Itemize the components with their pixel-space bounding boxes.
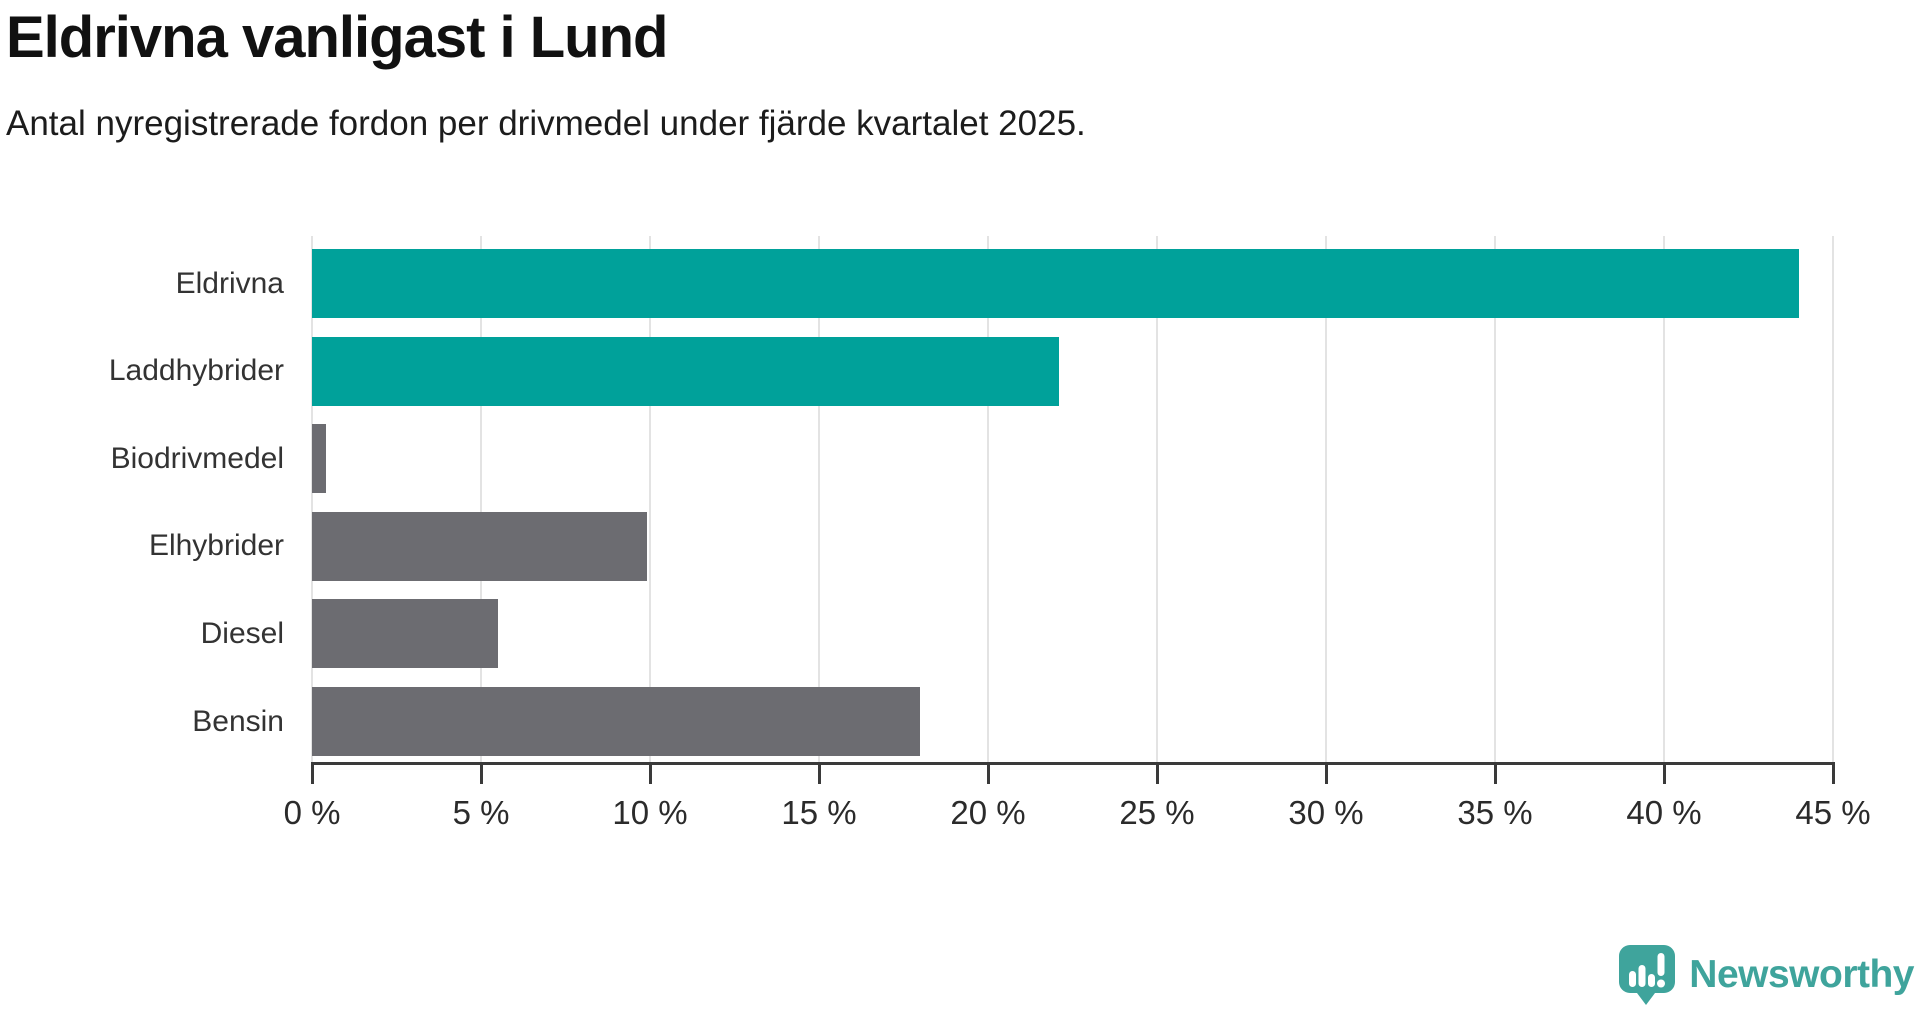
x-axis-tick-label-40: 40 % <box>1626 794 1702 831</box>
brand-name: Newsworthy <box>1689 953 1914 996</box>
gridline-10 <box>649 236 651 763</box>
gridline-25 <box>1156 236 1158 763</box>
x-axis-tick-label-45: 45 % <box>1795 794 1871 831</box>
x-axis-tick-label-0: 0 % <box>283 794 341 831</box>
bar-biodrivmedel <box>312 424 326 494</box>
x-axis-tick-40 <box>1663 762 1666 784</box>
x-axis-tick-label-30: 30 % <box>1288 794 1364 831</box>
category-label-laddhybrider: Laddhybrider <box>108 354 284 388</box>
x-axis-tick-label-25: 25 % <box>1119 794 1195 831</box>
x-axis-tick-label-10: 10 % <box>612 794 688 831</box>
gridline-15 <box>818 236 820 763</box>
chart-title: Eldrivna vanligast i Lund <box>6 5 668 70</box>
category-label-diesel: Diesel <box>200 616 284 650</box>
gridline-0 <box>311 236 313 763</box>
gridline-40 <box>1663 236 1665 763</box>
bar-diesel <box>312 599 498 669</box>
x-axis-line <box>311 762 1835 765</box>
bar-elhybrider <box>312 511 647 581</box>
gridline-20 <box>987 236 989 763</box>
x-axis-tick-20 <box>987 762 990 784</box>
gridline-5 <box>480 236 482 763</box>
brand-footer: Newsworthy <box>1618 944 1914 1006</box>
bar-bensin <box>312 687 921 756</box>
x-axis-tick-5 <box>480 762 483 784</box>
x-axis-tick-15 <box>818 762 821 784</box>
category-label-elhybrider: Elhybrider <box>148 529 284 563</box>
x-axis-tick-label-20: 20 % <box>950 794 1026 831</box>
category-label-bensin: Bensin <box>192 704 284 738</box>
x-axis-tick-label-35: 35 % <box>1457 794 1533 831</box>
gridline-30 <box>1325 236 1327 763</box>
x-axis-tick-35 <box>1494 762 1497 784</box>
x-axis-tick-30 <box>1325 762 1328 784</box>
x-axis-tick-25 <box>1156 762 1159 784</box>
bar-eldrivna <box>312 249 1800 318</box>
x-axis-tick-45 <box>1832 762 1835 784</box>
gridline-45 <box>1832 236 1834 763</box>
x-axis-tick-label-5: 5 % <box>452 794 510 831</box>
x-axis-tick-10 <box>649 762 652 784</box>
bar-laddhybrider <box>312 336 1059 406</box>
x-axis-tick-0 <box>311 762 314 784</box>
category-label-eldrivna: Eldrivna <box>175 266 284 300</box>
gridline-35 <box>1494 236 1496 763</box>
category-label-biodrivmedel: Biodrivmedel <box>110 441 284 475</box>
x-axis-tick-label-15: 15 % <box>781 794 857 831</box>
chart-subtitle: Antal nyregistrerade fordon per drivmede… <box>6 104 1086 143</box>
newsworthy-logo-icon <box>1619 945 1676 1005</box>
plot-area <box>311 236 1834 763</box>
